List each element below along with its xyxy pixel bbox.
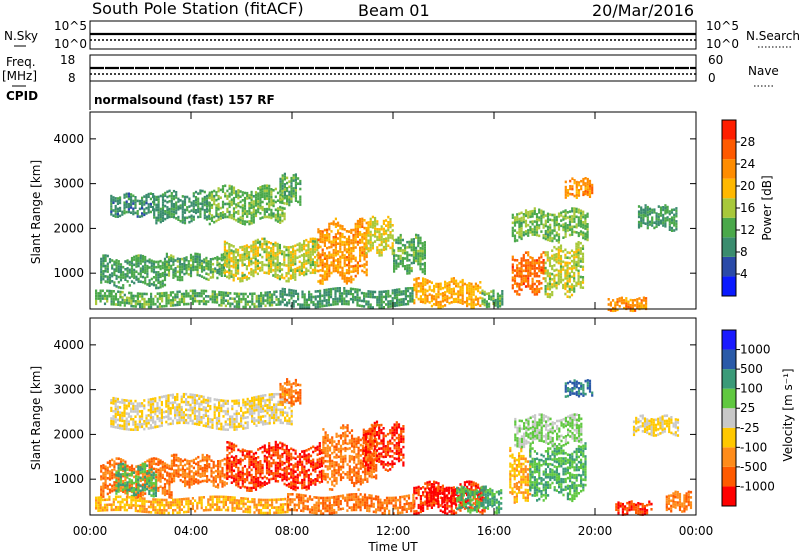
colorbar-tick-label: 100 xyxy=(740,382,763,396)
heatmap-region xyxy=(365,216,394,257)
heatmap-region xyxy=(615,500,652,516)
colorbar-tick-label: 24 xyxy=(740,157,755,171)
freq-tick-top: 18 xyxy=(60,53,75,67)
heatmap-region xyxy=(279,378,301,407)
power-colorbar: 4 8 12 16 20 24 28 xyxy=(722,120,755,296)
date-label: 20/Mar/2016 xyxy=(592,1,694,20)
beam-label: Beam 01 xyxy=(358,1,430,20)
heatmap-region xyxy=(100,254,166,289)
colorbar-tick-label: 4 xyxy=(740,267,748,281)
heatmap-region xyxy=(95,496,289,515)
heatmap-region xyxy=(287,493,415,515)
x-tick-label: 00:00 xyxy=(679,524,714,538)
cpid-row: CPID normalsound (fast) 157 RF xyxy=(6,81,275,110)
heatmap-region xyxy=(110,393,293,431)
colorbar-tick-label: -100 xyxy=(740,440,767,454)
x-tick-label: 12:00 xyxy=(376,524,411,538)
heatmap-region xyxy=(565,379,594,398)
cpid-label: CPID xyxy=(6,89,38,103)
heatmap-region xyxy=(666,491,692,513)
colorbar-tick-label: 8 xyxy=(740,245,748,259)
nsearch-label: N.Search xyxy=(746,29,800,43)
heatmap-region xyxy=(608,297,648,313)
heatmap-region xyxy=(633,414,679,436)
heatmap-region xyxy=(226,441,323,492)
heatmap-region xyxy=(529,442,586,502)
x-tick-label: 20:00 xyxy=(578,524,613,538)
heatmap-region xyxy=(509,447,531,504)
power-heatmap xyxy=(95,173,678,312)
heatmap-region xyxy=(545,241,585,298)
y-tick-label: 3000 xyxy=(53,177,84,191)
heatmap-region xyxy=(638,204,678,232)
nave-tick-top: 60 xyxy=(708,53,723,67)
nsky-tick-bottom: 10^0 xyxy=(54,37,87,51)
cpid-value: normalsound (fast) 157 RF xyxy=(94,93,275,107)
heatmap-region xyxy=(413,277,481,309)
colorbar-tick-label: 25 xyxy=(740,401,755,415)
y-tick-label: 1000 xyxy=(53,472,84,486)
colorbar-tick-label: 16 xyxy=(740,201,755,215)
colorbar-tick-label: 20 xyxy=(740,179,755,193)
x-tick-label: 16:00 xyxy=(477,524,512,538)
freq-label: Freq. xyxy=(6,55,36,69)
heatmap-region xyxy=(224,238,319,283)
time-axis-label: Time UT xyxy=(367,540,418,554)
power-panel: 1000 2000 3000 4000 Slant Range [km] 4 8 12 16… xyxy=(29,112,774,312)
x-tick-label: 08:00 xyxy=(275,524,310,538)
colorbar-tick-label: 500 xyxy=(740,362,763,376)
heatmap-region xyxy=(512,251,545,296)
heatmap-region xyxy=(514,413,582,448)
nsky-panel: N.Sky 10^5 10^0 10^5 10^0 N.Search xyxy=(4,19,800,51)
heatmap-region xyxy=(171,454,228,489)
x-tick-label: 04:00 xyxy=(174,524,209,538)
heatmap-region xyxy=(153,189,210,224)
power-colorbar-label: Power [dB] xyxy=(760,175,774,240)
power-y-axis-label: Slant Range [km] xyxy=(29,160,43,264)
heatmap-region xyxy=(481,290,503,309)
x-tick-label: 00:00 xyxy=(73,524,108,538)
velocity-colorbar-label: Velocity [m s⁻¹] xyxy=(781,368,795,461)
y-tick-label: 2000 xyxy=(53,427,84,441)
nsky-tick-top: 10^5 xyxy=(54,19,87,33)
nave-label: Nave xyxy=(748,64,779,78)
heatmap-region xyxy=(95,290,280,309)
colorbar-tick-label: -500 xyxy=(740,460,767,474)
velocity-y-axis-label: Slant Range [km] xyxy=(29,366,43,470)
nave-tick-bottom: 0 xyxy=(708,71,716,85)
heatmap-region xyxy=(166,253,225,282)
time-axis-labels: 00:00 04:00 08:00 12:00 16:00 20:00 00:00 xyxy=(73,524,714,538)
freq-tick-bottom: 8 xyxy=(68,71,76,85)
y-tick-label: 4000 xyxy=(53,338,84,352)
colorbar-tick-label: 1000 xyxy=(740,343,771,357)
y-tick-label: 2000 xyxy=(53,221,84,235)
velocity-heatmap xyxy=(95,378,692,516)
heatmap-region xyxy=(565,177,594,199)
colorbar-tick-label: -1000 xyxy=(740,479,775,493)
freq-panel: Freq. [MHz] 18 8 60 0 Nave xyxy=(2,53,779,86)
colorbar-tick-label: 28 xyxy=(740,135,755,149)
heatmap-region xyxy=(317,218,368,285)
nsky-label: N.Sky xyxy=(4,29,38,43)
station-title: South Pole Station (fitACF) xyxy=(92,0,304,18)
heatmap-region xyxy=(209,184,286,225)
nsearch-tick-bottom: 10^0 xyxy=(706,37,739,51)
colorbar-tick-label: -25 xyxy=(740,421,760,435)
colorbar-tick-label: 12 xyxy=(740,223,755,237)
velocity-colorbar: -1000 -500 -100 -25 25 100 500 1000 xyxy=(722,330,775,506)
y-tick-label: 4000 xyxy=(53,132,84,146)
y-tick-label: 3000 xyxy=(53,383,84,397)
heatmap-region xyxy=(393,234,426,275)
y-tick-label: 1000 xyxy=(53,266,84,280)
heatmap-region xyxy=(110,192,154,218)
freq-unit: [MHz] xyxy=(2,69,37,83)
heatmap-region xyxy=(512,207,589,242)
nsearch-tick-top: 10^5 xyxy=(706,19,739,33)
